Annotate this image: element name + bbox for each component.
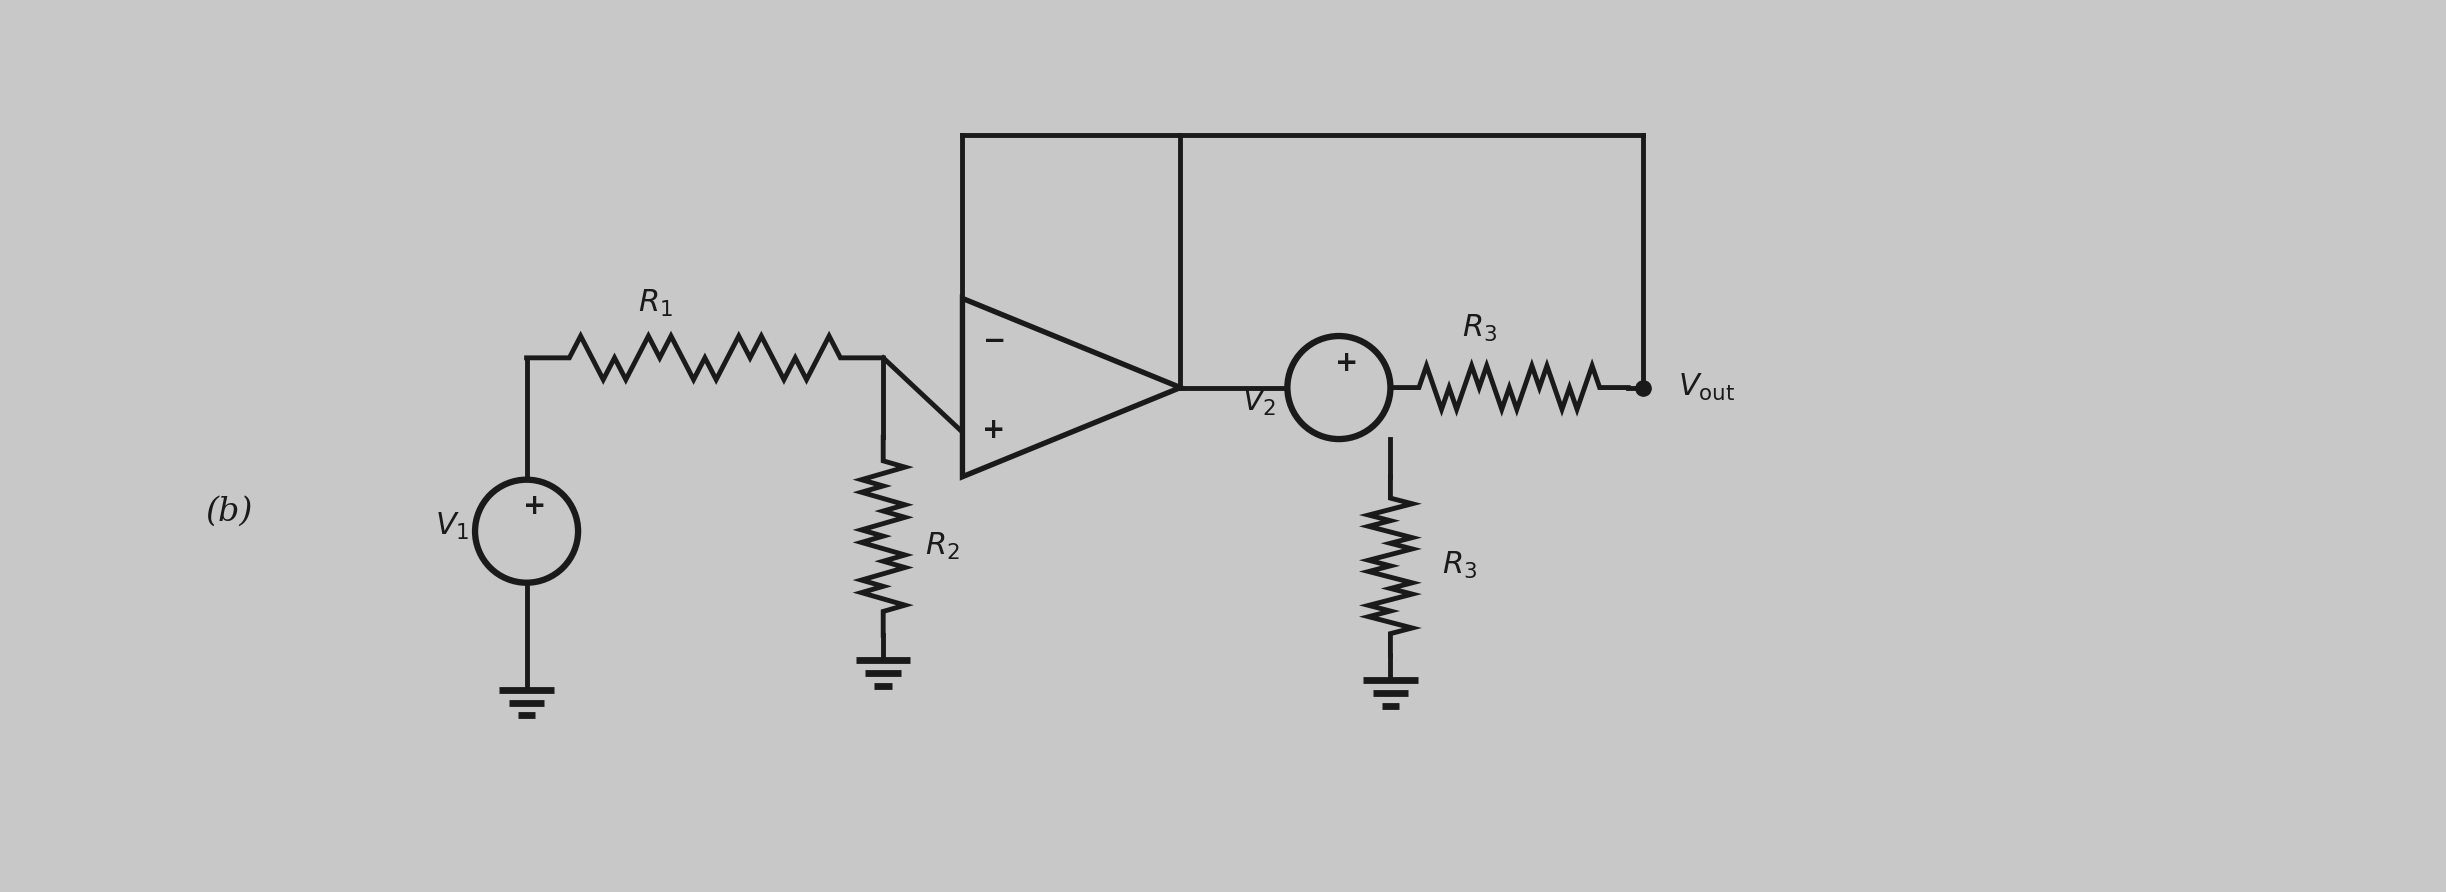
Text: +: + — [1336, 349, 1358, 376]
Text: $V_{\mathrm{out}}$: $V_{\mathrm{out}}$ — [1678, 372, 1734, 403]
Text: +: + — [523, 492, 545, 520]
Text: $R_3$: $R_3$ — [1463, 312, 1497, 343]
Text: $R_3$: $R_3$ — [1443, 550, 1477, 582]
Circle shape — [475, 480, 577, 582]
Circle shape — [1287, 336, 1389, 439]
Text: +: + — [983, 417, 1005, 444]
Polygon shape — [961, 299, 1181, 476]
Text: $R_1$: $R_1$ — [638, 288, 673, 319]
Text: $R_2$: $R_2$ — [925, 531, 959, 562]
Text: −: − — [983, 327, 1005, 355]
Text: $V_1$: $V_1$ — [435, 511, 470, 541]
Text: $V_2$: $V_2$ — [1243, 387, 1277, 418]
Text: (b): (b) — [205, 495, 252, 527]
